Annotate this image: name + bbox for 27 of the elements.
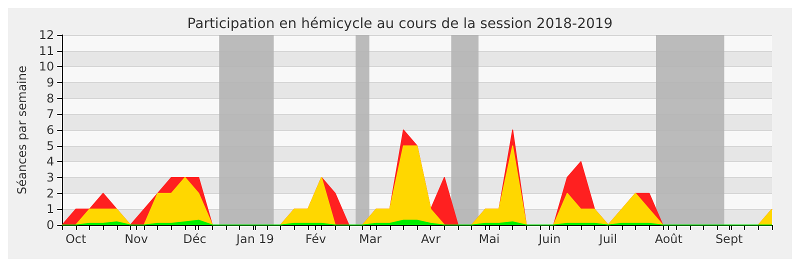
y-tick-label: 11 — [38, 44, 54, 58]
x-tick-label: Jan 19 — [235, 232, 274, 246]
x-tick-label: Sept — [715, 232, 744, 246]
y-tick-label: 0 — [46, 218, 54, 232]
x-tick-label: Juil — [598, 232, 618, 246]
y-tick-label: 12 — [38, 28, 54, 42]
x-tick-label: Déc — [183, 232, 206, 246]
x-tick-label: Avr — [420, 232, 441, 246]
y-tick-label: 3 — [46, 170, 54, 184]
x-tick-label: Nov — [124, 232, 148, 246]
x-tick-label: Mar — [358, 232, 382, 246]
chart-title: Participation en hémicycle au cours de la session 2018-2019 — [187, 16, 613, 32]
y-tick-label: 6 — [46, 123, 54, 137]
y-tick-label: 8 — [46, 91, 54, 106]
y-tick-label: 4 — [46, 154, 54, 169]
x-tick-label: Mai — [478, 232, 500, 246]
y-tick-label: 2 — [46, 186, 54, 200]
x-tick-label: Fév — [305, 232, 326, 246]
y-tick-label: 10 — [38, 60, 54, 74]
x-tick-label: Août — [654, 232, 683, 246]
y-axis-title: Séances par semaine — [15, 66, 29, 194]
y-tick-label: 7 — [46, 107, 54, 122]
y-tick-label: 9 — [46, 76, 54, 90]
x-tick-label: Juin — [538, 232, 561, 246]
x-tick-label: Oct — [65, 232, 86, 246]
y-tick-label: 1 — [46, 202, 54, 216]
y-tick-label: 5 — [46, 138, 54, 153]
